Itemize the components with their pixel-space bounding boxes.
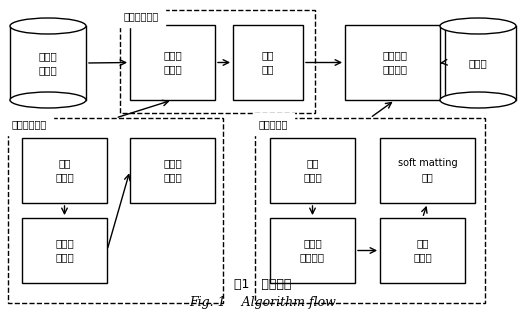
Bar	[440, 26, 516, 100]
Text: 高程图: 高程图	[469, 58, 487, 68]
Text: 图1   算法流程: 图1 算法流程	[234, 278, 291, 291]
Bar	[130, 25, 215, 100]
Text: 去除
阴影: 去除 阴影	[262, 51, 274, 75]
Bar	[10, 26, 86, 100]
Bar	[233, 25, 303, 100]
Bar	[8, 118, 223, 303]
Text: 遥感山
脉图像: 遥感山 脉图像	[39, 51, 57, 75]
Text: 优化阴
影区域: 优化阴 影区域	[163, 158, 182, 183]
Text: 处理阴影区域: 处理阴影区域	[124, 11, 159, 21]
Text: 估计空
气光向量: 估计空 气光向量	[300, 239, 325, 262]
Bar	[380, 138, 475, 203]
Bar	[22, 138, 107, 203]
Ellipse shape	[10, 92, 86, 108]
Text: 确定
阴影点: 确定 阴影点	[55, 158, 74, 183]
Bar	[345, 25, 445, 100]
Text: 确定阴
影区域: 确定阴 影区域	[163, 51, 182, 75]
Bar	[22, 218, 107, 283]
Bar	[255, 118, 485, 303]
Text: soft matting
优化: soft matting 优化	[398, 158, 457, 183]
Text: 计算
暗图像: 计算 暗图像	[303, 158, 322, 183]
Bar	[270, 138, 355, 203]
Text: 计算
高程图: 计算 高程图	[413, 239, 432, 262]
Text: Fig. 1    Algorithm flow: Fig. 1 Algorithm flow	[189, 296, 336, 309]
Text: 计算高程图: 计算高程图	[259, 119, 288, 129]
Ellipse shape	[440, 18, 516, 34]
Text: 确定阴
影区域: 确定阴 影区域	[55, 239, 74, 262]
Bar	[270, 218, 355, 283]
Ellipse shape	[440, 92, 516, 108]
Text: 暗通道计
算高程图: 暗通道计 算高程图	[383, 51, 407, 75]
Bar	[130, 138, 215, 203]
Bar	[380, 218, 465, 283]
Ellipse shape	[10, 18, 86, 34]
Text: 确定阴影区域: 确定阴影区域	[12, 119, 47, 129]
Bar	[120, 10, 315, 113]
